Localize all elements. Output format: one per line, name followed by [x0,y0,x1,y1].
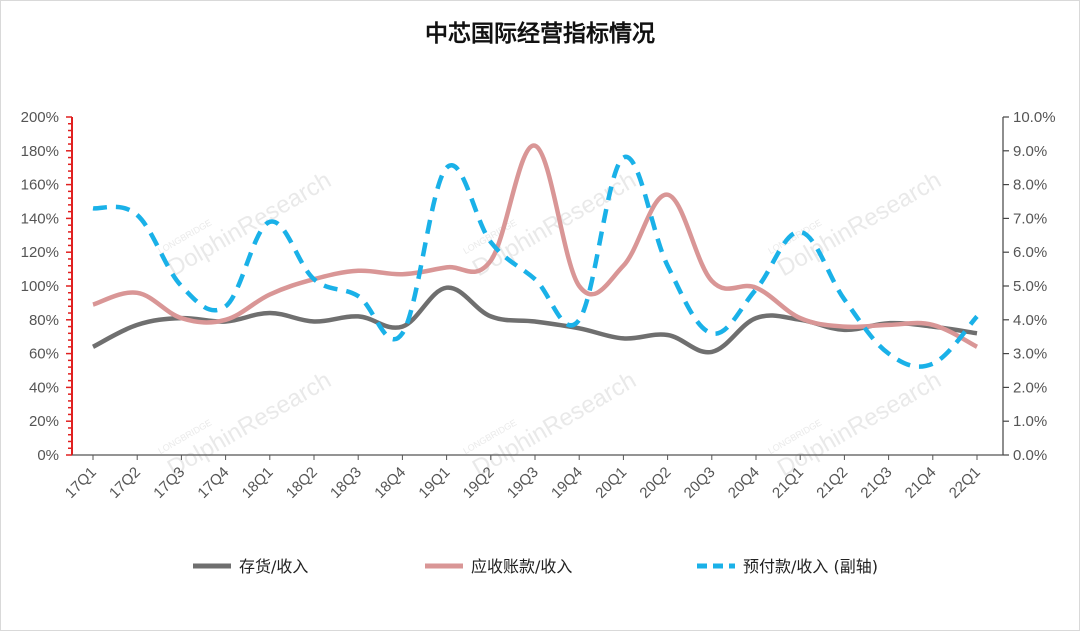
legend-label-1: 存货/收入 [239,557,308,576]
right-axis-tick-label: 5.0% [1013,278,1047,295]
right-axis-tick-label: 6.0% [1013,244,1047,261]
x-axis-tick-label: 20Q1 [592,464,630,502]
right-axis-tick-label: 2.0% [1013,379,1047,396]
x-axis-tick-label: 17Q2 [106,464,144,502]
watermark-main-text: DolphinResearch [773,367,946,482]
watermark-main-text: DolphinResearch [163,167,336,282]
left-axis-tick-label: 80% [29,312,59,329]
left-axis-tick-label: 60% [29,346,59,363]
right-axis-tick-label: 8.0% [1013,177,1047,194]
x-axis-tick-label: 20Q3 [681,464,719,502]
x-axis-tick-label: 18Q1 [239,464,277,502]
x-axis-tick-label: 20Q2 [636,464,674,502]
left-axis-tick-label: 0% [37,447,59,464]
x-axis-tick-label: 19Q1 [415,464,453,502]
x-axis-tick-label: 18Q4 [371,464,409,502]
x-axis-tick-label: 17Q1 [62,464,100,502]
x-axis-tick-label: 19Q4 [548,464,586,502]
right-axis-tick-label: 4.0% [1013,312,1047,329]
legend: 存货/收入 应收账款/收入 预付款/收入 (副轴) [193,557,878,576]
left-axis-tick-label: 40% [29,379,59,396]
right-axis-tick-label: 0.0% [1013,447,1047,464]
watermark-main-text: DolphinResearch [468,167,641,282]
left-axis-tick-label: 100% [21,278,59,295]
series-line-3 [92,154,979,369]
watermark-main-text: DolphinResearch [468,367,641,482]
x-axis-tick-label: 19Q3 [504,464,542,502]
x-axis-tick-label: 22Q1 [946,464,984,502]
left-axis-tick-label: 160% [21,177,59,194]
x-axis-tick-label: 21Q4 [902,464,940,502]
right-axis-tick-label: 7.0% [1013,210,1047,227]
watermark-main-text: DolphinResearch [773,167,946,282]
x-axis-tick-label: 20Q4 [725,464,763,502]
right-axis-tick-label: 3.0% [1013,346,1047,363]
x-axis-tick-label: 21Q3 [857,464,895,502]
chart-title: 中芯国际经营指标情况 [425,21,655,47]
left-axis-tick-label: 120% [21,244,59,261]
legend-label-3: 预付款/收入 (副轴) [743,557,878,576]
x-axis-tick-label: 17Q4 [194,464,232,502]
left-axis-tick-label: 180% [21,143,59,160]
x-axis-tick-label: 21Q2 [813,464,851,502]
series-layer [91,143,979,369]
x-axis-tick-label: 18Q3 [327,464,365,502]
left-axis-tick-label: 20% [29,413,59,430]
left-axis-tick-label: 200% [21,109,59,126]
legend-label-2: 应收账款/收入 [471,557,572,576]
x-axis-tick-label: 18Q2 [283,464,321,502]
right-axis-tick-label: 9.0% [1013,143,1047,160]
right-axis-tick-label: 1.0% [1013,413,1047,430]
left-axis-tick-label: 140% [21,210,59,227]
watermark-main-text: DolphinResearch [163,367,336,482]
series-line-2 [92,143,979,349]
right-axis-tick-label: 10.0% [1013,109,1056,126]
